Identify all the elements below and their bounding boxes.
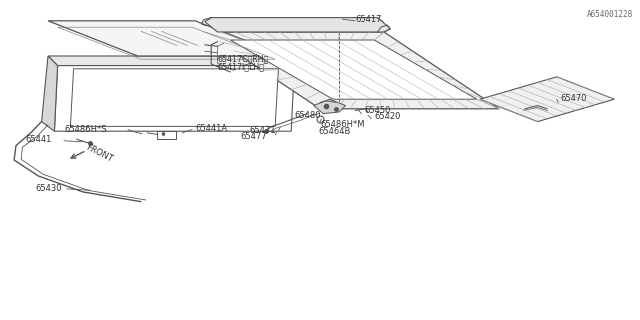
Polygon shape xyxy=(48,21,285,56)
Text: 65450: 65450 xyxy=(365,106,391,115)
Text: 65486H*M: 65486H*M xyxy=(320,120,365,129)
Text: 65471: 65471 xyxy=(250,126,276,135)
Text: A654001228: A654001228 xyxy=(588,10,634,19)
Polygon shape xyxy=(480,77,614,122)
Polygon shape xyxy=(230,40,477,99)
Text: 65417I〈LH〉: 65417I〈LH〉 xyxy=(218,63,264,72)
Polygon shape xyxy=(48,56,294,66)
Text: FRONT: FRONT xyxy=(84,143,114,164)
Text: 65470: 65470 xyxy=(560,94,586,103)
Text: 65441A: 65441A xyxy=(195,124,227,132)
Polygon shape xyxy=(54,66,294,131)
Polygon shape xyxy=(205,32,499,109)
Text: 65480: 65480 xyxy=(294,111,321,120)
Polygon shape xyxy=(70,69,278,126)
Polygon shape xyxy=(42,56,58,131)
Polygon shape xyxy=(314,99,346,114)
Text: 65464B: 65464B xyxy=(319,127,351,136)
Polygon shape xyxy=(205,18,390,32)
Text: 65420: 65420 xyxy=(374,112,401,121)
Text: 65477: 65477 xyxy=(240,132,267,140)
Text: 65441: 65441 xyxy=(26,135,52,144)
Text: 65417: 65417 xyxy=(355,15,381,24)
Text: 65486H*S: 65486H*S xyxy=(64,125,106,134)
Text: 65430: 65430 xyxy=(35,184,61,193)
Text: 65417C〈RH〉: 65417C〈RH〉 xyxy=(218,55,269,64)
Bar xyxy=(157,131,176,139)
